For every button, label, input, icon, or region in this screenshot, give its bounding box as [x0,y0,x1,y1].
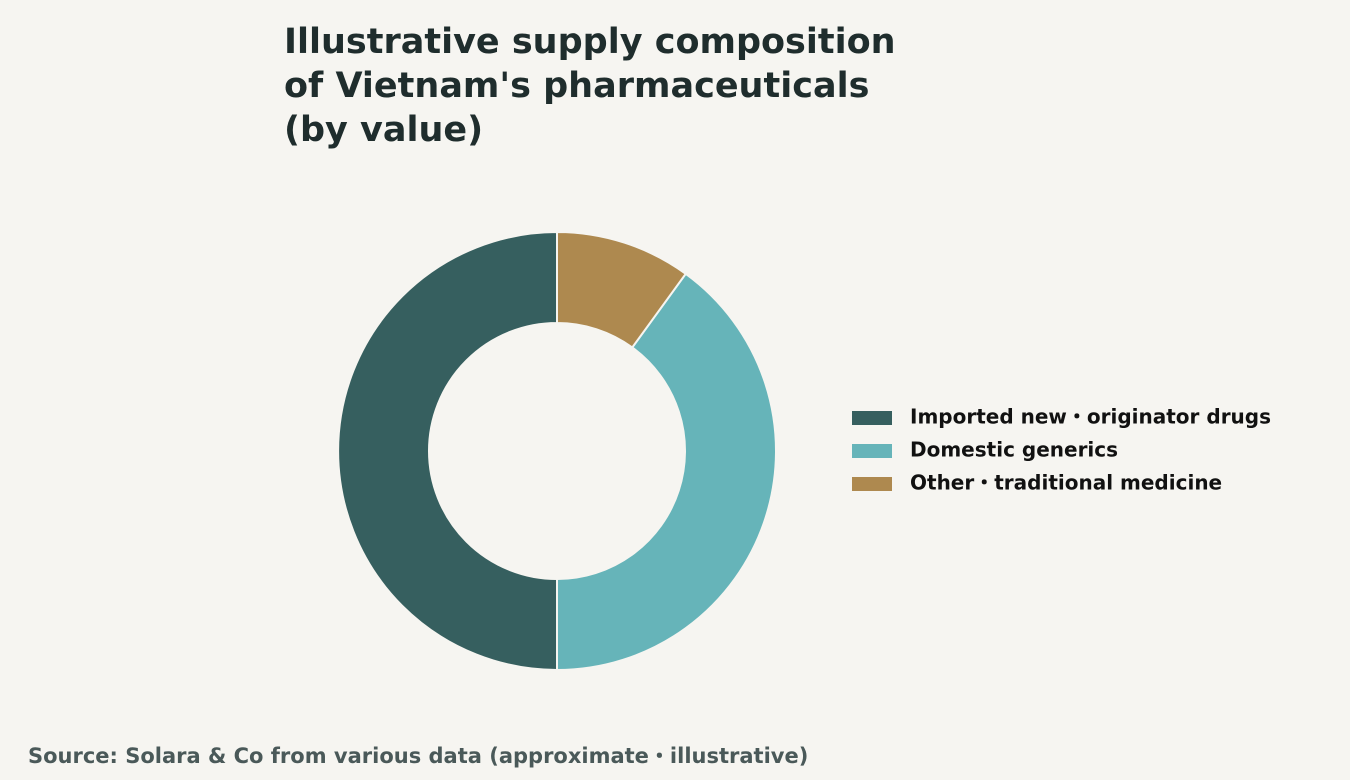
pie-slice [556,272,777,672]
pie-slice [337,230,558,672]
chart-title: Illustrative supply composition of Vietn… [284,22,896,150]
legend-swatch [852,477,892,491]
source-note: Source: Solara & Co from various data (a… [28,744,809,768]
legend-label: Imported new・originator drugs [910,405,1271,429]
pie-slice [556,230,688,349]
legend-swatch [852,411,892,425]
legend-label: Other・traditional medicine [910,471,1222,495]
legend-label: Domestic generics [910,438,1118,462]
legend-swatch [852,444,892,458]
